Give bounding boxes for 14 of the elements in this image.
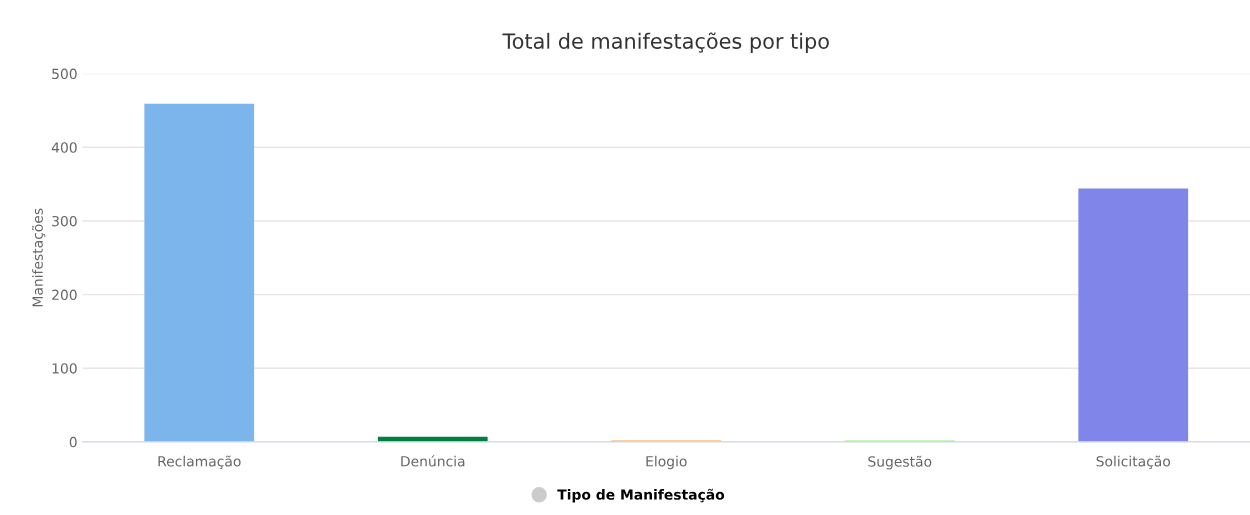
y-tick-label: 200 <box>52 289 77 301</box>
y-tick-label: 300 <box>52 215 77 227</box>
x-tick-label: Sugestão <box>868 455 932 470</box>
x-tick-label: Reclamação <box>158 455 241 470</box>
y-axis-title: Manifestações <box>31 208 46 307</box>
x-tick-label: Denúncia <box>401 455 465 467</box>
y-tick-label: 500 <box>52 68 77 80</box>
chart-title: Total de manifestações por tipo <box>502 32 829 53</box>
x-tick-label: Solicitação <box>1096 455 1171 470</box>
x-tick-label: Elogio <box>646 455 687 470</box>
y-tick-label: 400 <box>51 142 77 153</box>
y-tick-label: 100 <box>52 363 77 374</box>
y-tick-label: 0 <box>69 436 77 448</box>
text: Tipo de Manifestação <box>557 488 725 503</box>
